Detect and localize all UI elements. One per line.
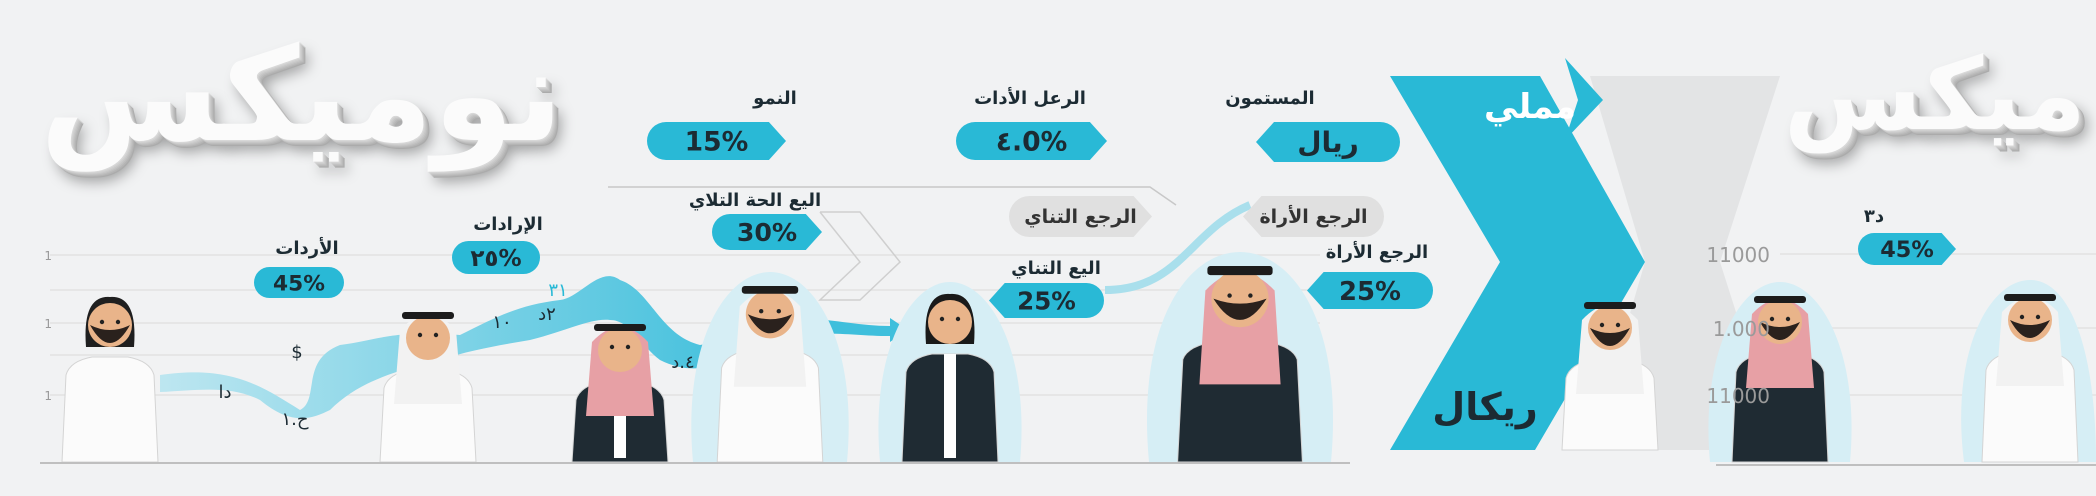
metric-value: 15% — [685, 127, 749, 158]
banner-top-word: مملي — [1484, 87, 1576, 127]
connector-line — [608, 186, 1177, 206]
wave-label: ٢د — [538, 304, 556, 325]
pill-shape — [1256, 122, 1400, 162]
metric-value: 45% — [273, 271, 325, 296]
axis-ticks: 1 1 1 11000 1.000 11000 — [44, 243, 1770, 408]
gray-pill-label: الرجع الأراة — [1259, 205, 1367, 228]
person-man-keffiyeh-right — [1708, 282, 1852, 463]
title-right: ميكس — [1783, 36, 2086, 153]
metric-pill: الإرادات ٢٥% — [452, 214, 543, 274]
metric-value: 25% — [1017, 286, 1076, 315]
gray-pill: الرجع الأراة — [1243, 196, 1384, 237]
banner-bottom-word: ريكال — [1432, 385, 1537, 429]
person-man-keffiyeh — [1146, 252, 1334, 463]
gray-pill-label: الرجع التناي — [1024, 206, 1136, 229]
pill-shape — [647, 122, 786, 160]
metric-label: اليع الحة التلاي — [689, 190, 821, 211]
title-left: نوميكس — [40, 19, 564, 171]
chevron-outline — [818, 211, 902, 301]
wave-ribbon — [160, 276, 760, 419]
metric-label: د٣ — [1864, 206, 1884, 227]
person-man-arms-crossed — [379, 312, 477, 463]
metric-label: الأردات — [275, 237, 338, 259]
wave-label: دا — [218, 382, 231, 403]
metric-value: ريال — [1297, 126, 1358, 159]
wave-labels: دا $ ح.١ ١٠ ٢د ٣١ ٤.د — [218, 280, 694, 430]
trend-line — [1104, 201, 1252, 294]
pill-shape — [452, 241, 540, 274]
left-axis-tick: 1 — [44, 317, 52, 331]
metric-value: ٤.0% — [996, 127, 1068, 158]
person-woman-suit — [878, 282, 1022, 463]
left-axis-tick: 1 — [44, 389, 52, 403]
right-axis-tick: 11000 — [1706, 384, 1770, 408]
metric-pill: الرعل الأدات ٤.0% — [956, 87, 1107, 160]
metric-pill: المستمون ريال — [1225, 88, 1400, 162]
metric-pill: اليع التناي 25% — [989, 258, 1104, 318]
pill-shape — [1858, 233, 1956, 265]
wave-label: ٤.د — [671, 352, 694, 373]
person-man-right-edge — [1961, 280, 2096, 463]
metric-label: اليع التناي — [1011, 258, 1101, 279]
metric-label: المستمون — [1225, 88, 1314, 109]
wave-label: ١٠ — [492, 312, 511, 333]
person-man-white-thobe — [1561, 302, 1659, 451]
metric-label: الإرادات — [473, 214, 543, 235]
gray-pill: الرجع التناي — [1008, 196, 1152, 237]
pill-shape — [254, 267, 344, 298]
pill-shape — [712, 214, 822, 250]
wave-label: ح.١ — [281, 409, 308, 430]
metric-label: النمو — [752, 88, 797, 109]
people-illustrations — [61, 252, 2096, 463]
metric-value: ٢٥% — [470, 246, 521, 272]
right-axis-tick: 11000 — [1706, 243, 1770, 267]
metric-value: 30% — [737, 218, 797, 247]
wave-label: $ — [291, 342, 302, 363]
metric-value: 25% — [1339, 277, 1401, 307]
person-man-pointing — [61, 296, 159, 463]
metric-pill: اليع الحة التلاي 30% — [689, 190, 822, 250]
wave-label: ٣١ — [548, 280, 567, 301]
person-man-smiling — [691, 272, 849, 463]
left-axis-tick: 1 — [44, 249, 52, 263]
pill-shape — [1307, 272, 1434, 309]
pill-shape — [989, 283, 1104, 318]
pill-shape — [956, 122, 1107, 160]
metric-value: 45% — [1880, 237, 1934, 263]
small-chevron-icon — [1565, 58, 1603, 140]
person-man-thinking — [571, 324, 669, 463]
right-axis-tick: 1.000 — [1713, 317, 1770, 341]
metric-pill: الرجع الأراة 25% — [1307, 241, 1434, 309]
metric-pill: الأردات 45% — [254, 237, 344, 298]
metric-label: الرعل الأدات — [974, 87, 1086, 109]
metric-label: الرجع الأراة — [1326, 241, 1428, 263]
